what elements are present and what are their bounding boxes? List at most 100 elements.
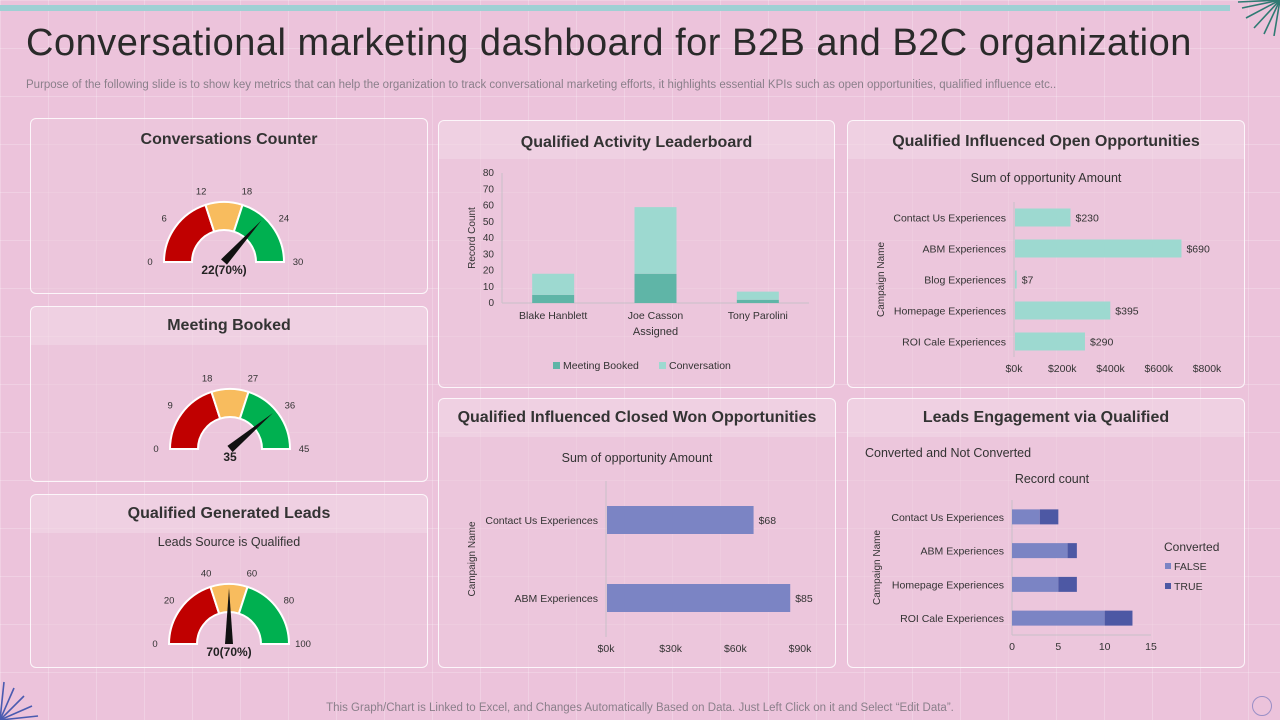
- gauge-tick-label: 0: [147, 257, 152, 268]
- gauge-needle: [225, 588, 233, 644]
- horizontal-bar-chart: Sum of opportunity Amount $0k $30k $60k $90k…: [467, 451, 813, 655]
- panel-title: Qualified Generated Leads: [127, 505, 331, 522]
- chart-subtitle: Sum of opportunity Amount: [562, 451, 713, 465]
- gauge-tick-label: 9: [167, 401, 172, 412]
- bar-segment: [1104, 610, 1133, 626]
- gauge-tick-label: 100: [295, 639, 311, 650]
- bar-segment: [1012, 543, 1068, 559]
- gauge-tick-label: 0: [152, 639, 157, 650]
- gauge-tick-label: 60: [247, 569, 258, 580]
- panel-subtitle: Converted and Not Converted: [865, 446, 1032, 460]
- y-tick-label: ABM Experiences: [921, 546, 1004, 558]
- gauge-band: [168, 390, 222, 450]
- y-tick-label: Homepage Experiences: [892, 579, 1004, 591]
- panel-header: [848, 399, 1244, 437]
- gauge-band: [162, 203, 216, 263]
- legend-swatch: [1165, 563, 1171, 569]
- data-label: $290: [1090, 337, 1114, 349]
- gauge-tick-label: 18: [242, 187, 253, 198]
- legend-swatch: [1165, 583, 1171, 589]
- bar-segment: [736, 291, 779, 300]
- bar-segment: [1067, 543, 1077, 559]
- x-tick-label: $200k: [1048, 363, 1077, 375]
- corner-leaf-icon: [1237, 0, 1280, 36]
- stacked-bar-chart: 0 10 20 30 40 50 60 70 80 Blake Hanblett Joe Casso…: [467, 168, 809, 372]
- y-axis-title: Campaign Name: [467, 521, 478, 596]
- x-tick-label: $90k: [789, 643, 813, 655]
- panel-header: [439, 399, 835, 437]
- y-tick-label: 30: [483, 249, 495, 260]
- bar-segment: [1012, 576, 1059, 592]
- y-tick-label: 60: [483, 201, 495, 212]
- legend-swatch: [659, 362, 666, 369]
- gauge-tick-label: 20: [164, 596, 175, 607]
- gauge-tick-label: 40: [201, 569, 212, 580]
- panel-open-opportunities: Qualified Influenced Open Opportunities …: [847, 120, 1245, 388]
- corner-leaf-icon: [0, 681, 39, 720]
- x-tick-label: $0k: [598, 643, 616, 655]
- panel-conversations-counter: Conversations Counter 0 6 12 18 24 30 22(70%): [30, 118, 428, 294]
- panel-header: [31, 495, 427, 533]
- gauge-tick-label: 12: [196, 187, 207, 198]
- bar-segment: [1058, 576, 1077, 592]
- x-tick-label: Joe Casson: [628, 310, 684, 322]
- gauge-chart: 0 20 40 60 80 100 70(70%): [152, 569, 311, 659]
- gauge-chart: 0 6 12 18 24 30 22(70%): [147, 187, 303, 277]
- x-axis-title: Assigned: [633, 326, 678, 338]
- page-title: Conversational marketing dashboard for B…: [26, 22, 1192, 64]
- bar: [607, 584, 791, 612]
- bar-segment: [532, 273, 575, 295]
- gauge-band: [167, 585, 221, 645]
- gauge-value-label: 22(70%): [201, 263, 246, 277]
- chart-subtitle: Record count: [1015, 472, 1090, 486]
- gauge-band: [237, 585, 291, 645]
- bar: [607, 506, 754, 534]
- panel-title: Qualified Activity Leaderboard: [520, 134, 753, 151]
- x-tick-label: $30k: [659, 643, 683, 655]
- bar: [1015, 239, 1182, 258]
- panel-activity-leaderboard: Qualified Activity Leaderboard 0 10 20 30 40…: [438, 120, 835, 388]
- x-tick-label: $60k: [724, 643, 748, 655]
- x-tick-label: $400k: [1096, 363, 1125, 375]
- legend-swatch: [553, 362, 560, 369]
- bar: [1015, 270, 1017, 289]
- gauge-tick-label: 36: [285, 401, 296, 412]
- data-label: $690: [1186, 244, 1210, 256]
- panel-subtitle: Leads Source is Qualified: [157, 535, 301, 549]
- panel-header: [31, 307, 427, 345]
- panel-title: Meeting Booked: [167, 317, 291, 334]
- gauge-tick-label: 18: [202, 374, 213, 385]
- panel-header: [848, 121, 1244, 159]
- data-label: $68: [759, 515, 777, 527]
- panel-meeting-booked: Meeting Booked 0 9 18 27 36 45 35: [30, 306, 428, 482]
- legend-label: FALSE: [1174, 561, 1207, 573]
- y-tick-label: ROI Cale Experiences: [902, 337, 1006, 349]
- panel-header: [439, 121, 834, 159]
- bar-segment: [1039, 509, 1059, 525]
- legend-title: Converted: [1164, 540, 1219, 554]
- panel-closed-won-opportunities: Qualified Influenced Closed Won Opportun…: [438, 398, 836, 668]
- gauge-value-label: 35: [223, 450, 237, 464]
- y-tick-label: Homepage Experiences: [894, 306, 1006, 318]
- y-tick-label: 40: [483, 233, 495, 244]
- bar: [1015, 301, 1111, 320]
- y-tick-label: Blog Experiences: [924, 275, 1006, 287]
- y-tick-label: 10: [483, 282, 495, 293]
- data-label: $395: [1115, 306, 1139, 318]
- gauge-tick-label: 45: [299, 444, 310, 455]
- gauge-tick-label: 24: [279, 214, 290, 225]
- stacked-horizontal-bar-chart: Record count 0 5 10 15 Contact Us Experiences…: [872, 472, 1219, 653]
- y-tick-label: 20: [483, 266, 495, 277]
- x-tick-label: 10: [1099, 641, 1111, 653]
- gauge-band: [232, 203, 286, 263]
- gauge-tick-label: 27: [248, 374, 259, 385]
- y-axis-title: Campaign Name: [872, 530, 883, 605]
- data-label: $85: [795, 593, 813, 605]
- x-tick-label: 15: [1145, 641, 1157, 653]
- corner-circle-icon: [1252, 696, 1272, 716]
- x-tick-label: $800k: [1193, 363, 1222, 375]
- x-tick-label: $600k: [1144, 363, 1173, 375]
- panel-title: Qualified Influenced Open Opportunities: [892, 133, 1200, 150]
- x-tick-label: $0k: [1006, 363, 1024, 375]
- gauge-value-label: 70(70%): [206, 645, 251, 659]
